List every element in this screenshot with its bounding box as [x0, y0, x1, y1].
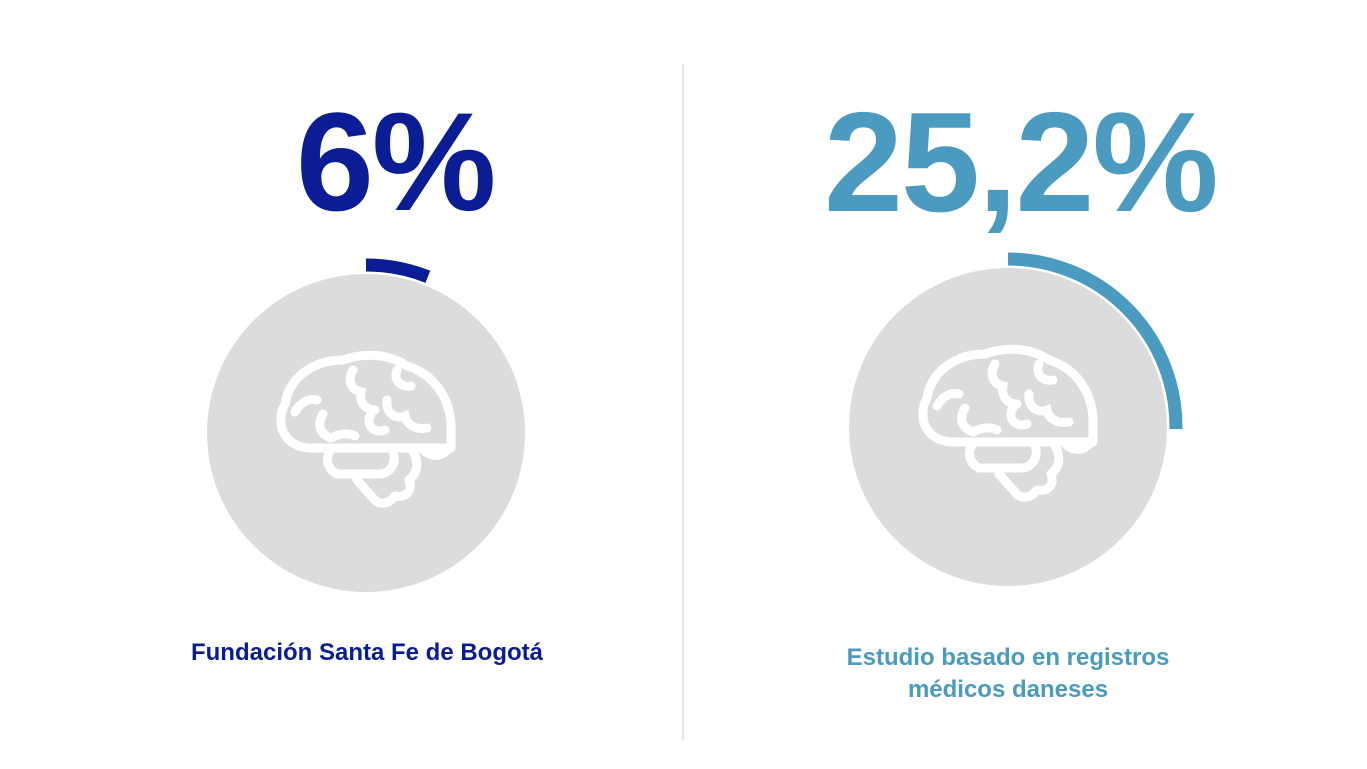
caption-line: médicos daneses	[907, 676, 1109, 703]
percent-gauge	[207, 258, 525, 592]
percent-gauge	[849, 252, 1183, 586]
source-caption: Estudio basado en registros médicos dane…	[684, 642, 1332, 706]
brain-icon	[918, 344, 1098, 502]
gauge-progress-arc	[365, 258, 431, 283]
gauge-progress-arc	[1007, 252, 1183, 430]
divider-line	[682, 64, 684, 740]
stat-value: 25,2%	[824, 83, 1219, 242]
gauge-background-circle	[207, 274, 525, 592]
gauge-background-circle	[849, 268, 1167, 586]
caption-line: Estudio basado en registros	[846, 644, 1170, 671]
stat-value: 6%	[296, 83, 496, 240]
caption-line: Fundación Santa Fe de Bogotá	[190, 639, 544, 666]
stat-panel-right: 25,2% Estudio basado en registros médico…	[684, 0, 1367, 769]
stat-panel-left: 6% Fundación Santa Fe de Bogotá	[0, 0, 683, 769]
brain-icon	[276, 350, 456, 508]
source-caption: Fundación Santa Fe de Bogotá	[0, 637, 734, 669]
